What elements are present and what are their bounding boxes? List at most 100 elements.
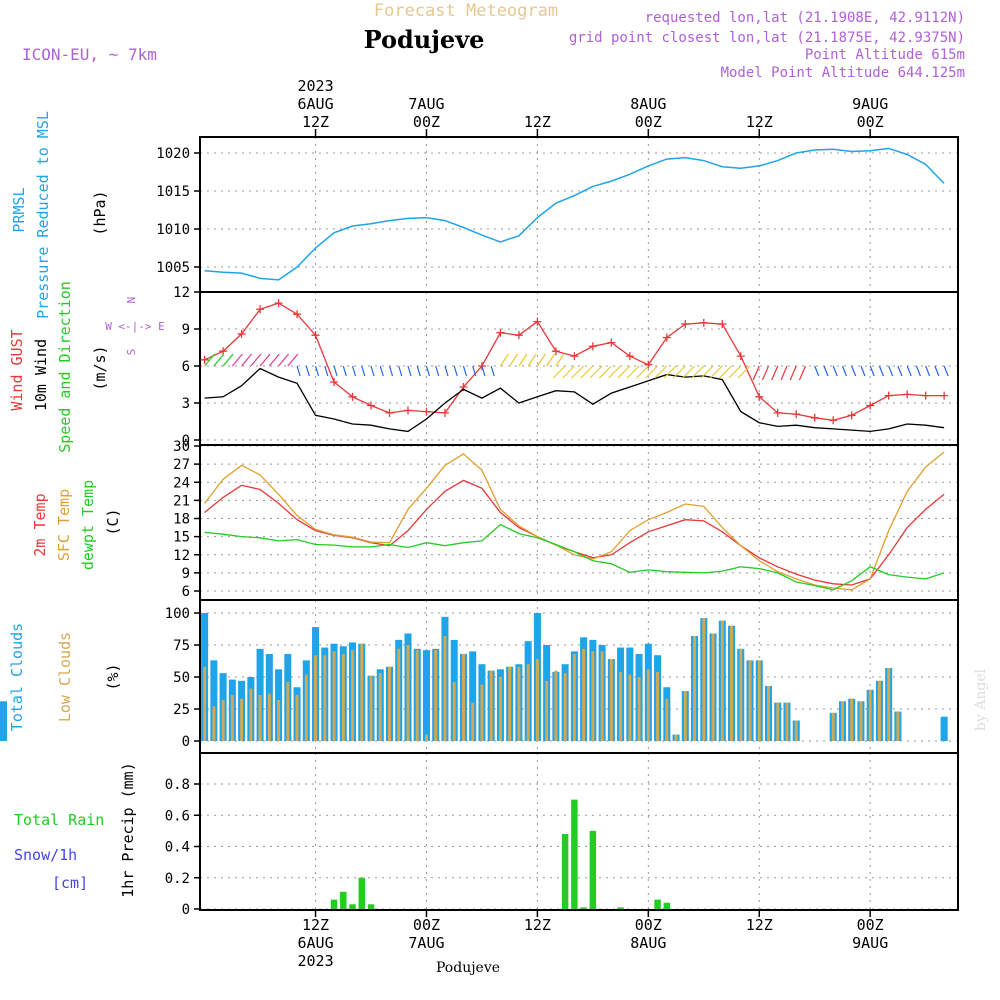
wind-direction-arrow — [654, 365, 668, 379]
bottom-time-label: 12Z — [746, 916, 773, 934]
wind-direction-arrow — [841, 365, 848, 377]
gust-marker — [256, 305, 265, 314]
low-cloud-bar — [748, 660, 752, 741]
low-cloud-bar — [859, 701, 863, 741]
wind-direction-arrow — [915, 365, 921, 377]
gridpoint-coords: grid point closest lon,lat (21.1875E, 42… — [569, 30, 965, 46]
y-tick-label: 30 — [173, 439, 190, 455]
y-tick-label: 0.8 — [165, 777, 190, 793]
low-cloud-bar — [212, 706, 216, 741]
low-cloud-bar — [221, 700, 225, 741]
rain-bar — [349, 904, 356, 909]
low-cloud-bar — [415, 650, 419, 741]
tsfc-label: SFC Temp — [55, 489, 73, 561]
wind-direction-arrow — [398, 365, 403, 377]
footer-place: Podujeve — [436, 960, 500, 976]
y-tick-label: 1005 — [156, 260, 190, 276]
compass-n: N — [125, 297, 138, 304]
gust-marker — [330, 378, 339, 387]
gust-marker — [514, 331, 523, 340]
wind-direction-arrow — [379, 365, 384, 377]
low-cloud-bar — [591, 651, 595, 741]
gust-marker — [496, 328, 505, 337]
gust-marker — [792, 410, 801, 419]
low-cloud-bar — [665, 698, 669, 741]
wind-direction-arrow — [691, 365, 705, 379]
low-cloud-bar — [351, 650, 355, 741]
low-cloud-bar — [277, 700, 281, 741]
wind-direction-arrow — [324, 365, 329, 377]
low-cloud-bar — [378, 673, 382, 741]
low-cloud-bar — [341, 653, 345, 741]
wind-direction-arrow — [635, 365, 649, 379]
wind-direction-arrow — [645, 365, 658, 379]
low-cloud-bar — [702, 618, 706, 741]
wind-direction-arrow — [536, 353, 546, 367]
wind-direction-arrow — [906, 365, 912, 377]
bottom-time-label: 12Z — [524, 916, 551, 934]
low-clouds-label: Low Clouds — [56, 632, 74, 722]
y-tick-label: 6 — [182, 359, 190, 375]
temp-panel-labels: 2m Temp SFC Temp dewpt Temp (C) — [31, 480, 122, 570]
gust-marker — [718, 320, 727, 329]
y-tick-label: 50 — [173, 670, 190, 686]
gust-marker — [847, 411, 856, 420]
wind-direction-arrow — [719, 365, 732, 379]
low-cloud-bar — [628, 674, 632, 741]
total-clouds-label: Total Clouds — [8, 623, 26, 731]
bottom-time-label: 00Z — [635, 916, 662, 934]
y-tick-label: 0 — [182, 433, 190, 449]
y-tick-label: 0.6 — [165, 808, 190, 824]
top-time-label: 12Z — [746, 113, 773, 131]
low-cloud-bar — [840, 701, 844, 741]
wind-direction-arrow — [832, 365, 838, 377]
gust-marker — [755, 392, 764, 401]
wind-direction-arrow — [481, 365, 486, 377]
bottom-time-label: 00Z — [857, 916, 884, 934]
wind-direction-arrow — [370, 365, 375, 377]
wind-direction-arrow — [499, 353, 509, 367]
low-cloud-bar — [295, 694, 299, 741]
y-tick-label: 27 — [173, 457, 190, 473]
low-cloud-bar — [230, 694, 234, 741]
gust-marker — [773, 408, 782, 417]
wind10-label: 10m Wind — [32, 339, 50, 411]
gust-marker — [829, 416, 838, 425]
rain-bar — [330, 899, 338, 909]
wind-direction-arrow — [752, 365, 760, 381]
low-cloud-bar — [517, 666, 521, 741]
gust-marker — [699, 318, 708, 327]
prmsl-label: PRMSL — [10, 187, 28, 232]
top-time-label: 9AUG — [852, 95, 888, 113]
panel-frame — [199, 291, 959, 446]
wind-direction-arrow — [552, 365, 566, 379]
gust-marker — [866, 401, 875, 410]
wind-direction-arrow — [333, 365, 338, 377]
wind-direction-arrow — [518, 353, 528, 367]
bottom-time-label: 9AUG — [852, 934, 888, 952]
low-cloud-bar — [831, 712, 835, 741]
wind-direction-arrow — [761, 365, 770, 381]
bottom-time-label: 7AUG — [408, 934, 444, 952]
low-cloud-bar — [619, 671, 623, 741]
low-cloud-bar — [794, 720, 798, 741]
wind-direction-arrow — [663, 365, 677, 379]
model-label: ICON-EU, ~ 7km — [22, 45, 157, 64]
low-cloud-bar — [656, 671, 660, 741]
requested-coords: requested lon,lat (21.1908E, 42.9112N) — [645, 10, 965, 26]
wind-direction-arrow — [737, 365, 751, 379]
low-cloud-bar — [424, 734, 428, 741]
top-time-label: 12Z — [524, 113, 551, 131]
bottom-time-label: 8AUG — [630, 934, 666, 952]
bottom-time-label: 2023 — [297, 952, 333, 970]
low-cloud-bar — [249, 688, 253, 741]
gust-marker — [607, 338, 616, 347]
pressure-line — [204, 147, 945, 281]
low-cloud-bar — [480, 684, 484, 741]
cloud-panel-labels: Total Clouds Low Clouds (%) — [8, 623, 122, 731]
top-time-label: 00Z — [857, 113, 884, 131]
precip-panel-labels: Total Rain Snow/1h [cm] 1hr Precip (mm) — [14, 762, 137, 897]
low-cloud-bar — [877, 680, 881, 741]
wind-unit: (m/s) — [91, 345, 109, 390]
y-tick-label: 0 — [182, 734, 190, 750]
